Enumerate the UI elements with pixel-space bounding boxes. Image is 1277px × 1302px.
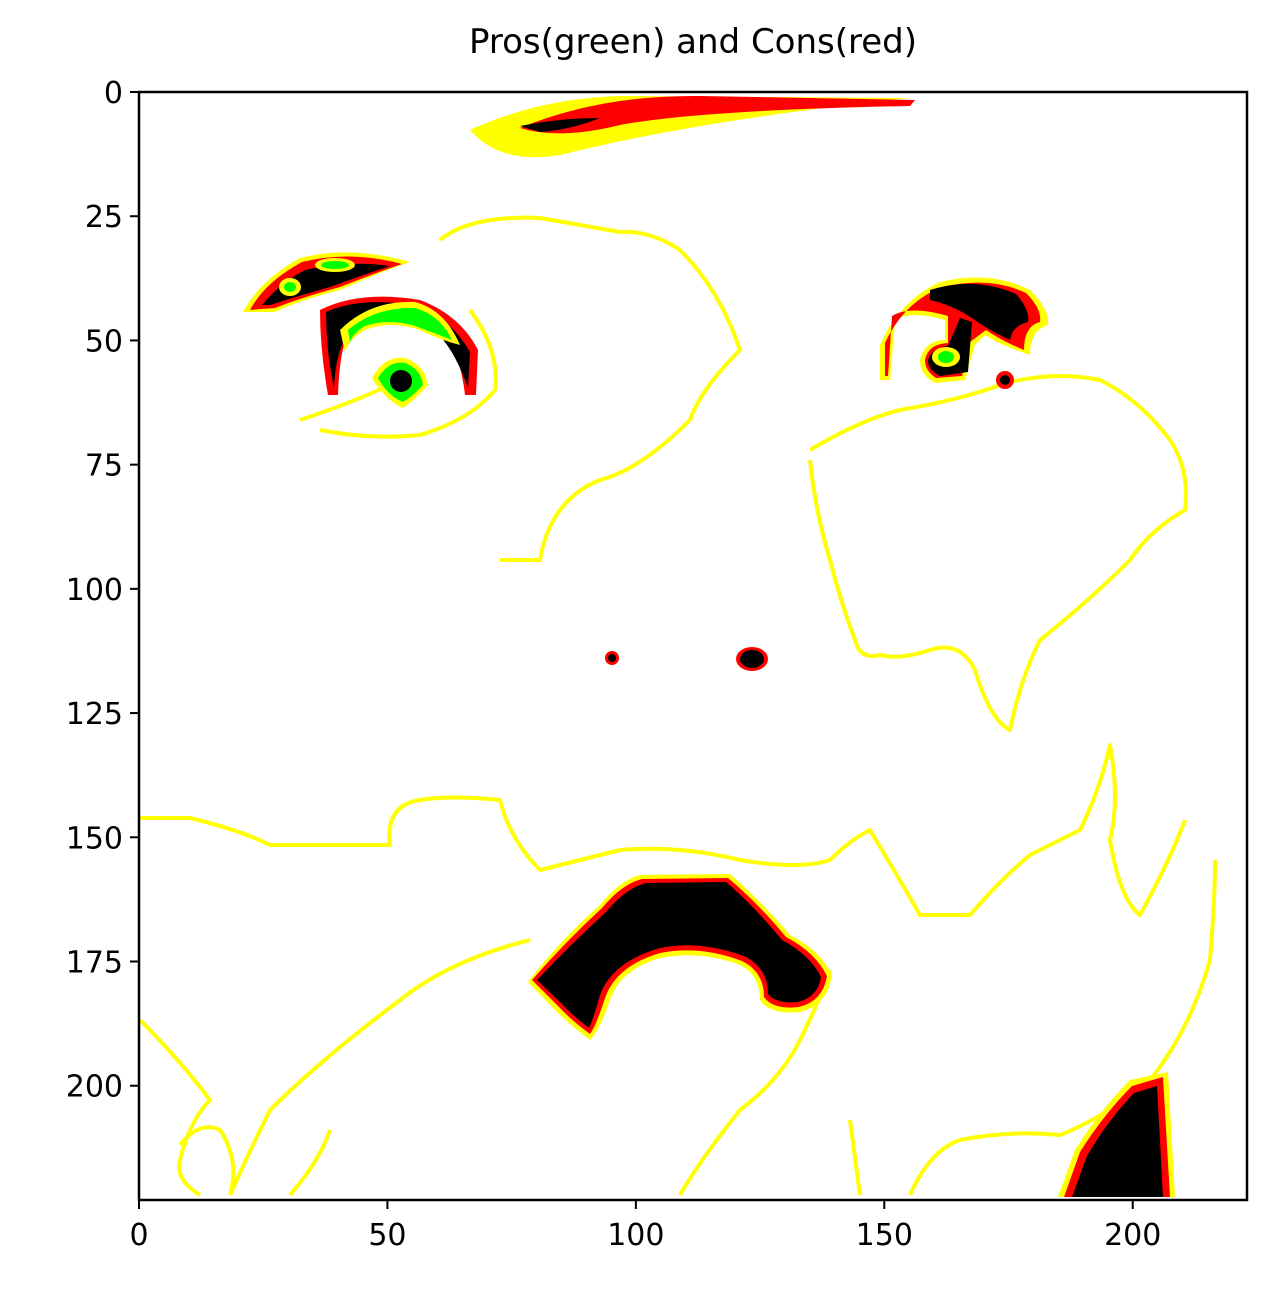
edge-contour-neck (848, 1119, 862, 1196)
pros-region-eye-right-pupil-core (938, 351, 954, 363)
heatmap-image (138, 95, 1217, 1197)
pros-region-eye-left-arc (340, 301, 460, 352)
x-tick-label: 100 (607, 1218, 664, 1253)
y-tick-label: 150 (66, 821, 123, 856)
dark-region-nostril-right (740, 650, 764, 668)
pros-region-eye-left-arc-core (348, 307, 452, 342)
dark-region-eye-left-pupil (390, 370, 412, 392)
y-tick-label: 200 (66, 1070, 123, 1105)
pros-region-brow-b-core (284, 282, 296, 292)
cons-region-top-band (520, 95, 915, 134)
dark-region-eye-right-lid (930, 283, 1029, 340)
x-tick-label: 50 (368, 1218, 406, 1253)
x-tick-label: 150 (856, 1218, 913, 1253)
dark-region-eye-right-dot (1000, 375, 1010, 385)
edge-contour-chin-center (678, 969, 832, 1196)
edge-contour-cheek-right (808, 374, 1188, 732)
dark-region-mouth (537, 882, 821, 1028)
y-tick-label: 50 (85, 324, 123, 359)
y-tick-label: 25 (85, 200, 123, 235)
pros-region-brow-a-core (321, 261, 349, 269)
dark-region-nostril-left (608, 654, 616, 662)
edge-contour-chin (138, 1018, 212, 1197)
y-tick-label: 0 (104, 76, 123, 111)
edge-contour-lower (228, 938, 531, 1196)
y-tick-label: 75 (85, 449, 123, 484)
edge-contour-bottom (288, 1129, 332, 1197)
y-tick-label: 175 (66, 946, 123, 981)
dark-region-top (520, 118, 600, 132)
chart-title: Pros(green) and Cons(red) (468, 22, 918, 62)
x-tick-label: 200 (1104, 1218, 1161, 1253)
edge-contour-nose-left (438, 215, 742, 562)
x-tick-label: 0 (129, 1218, 148, 1253)
y-tick-label: 125 (66, 697, 123, 732)
edge-contour-eye-left (319, 308, 498, 439)
dark-region-lower-right (1072, 1086, 1163, 1197)
edge-contour-jaw-left (178, 1125, 236, 1196)
y-tick-label: 100 (66, 573, 123, 608)
edge-contour-upper-lip (140, 743, 1187, 917)
plot-frame (137, 90, 1249, 1202)
